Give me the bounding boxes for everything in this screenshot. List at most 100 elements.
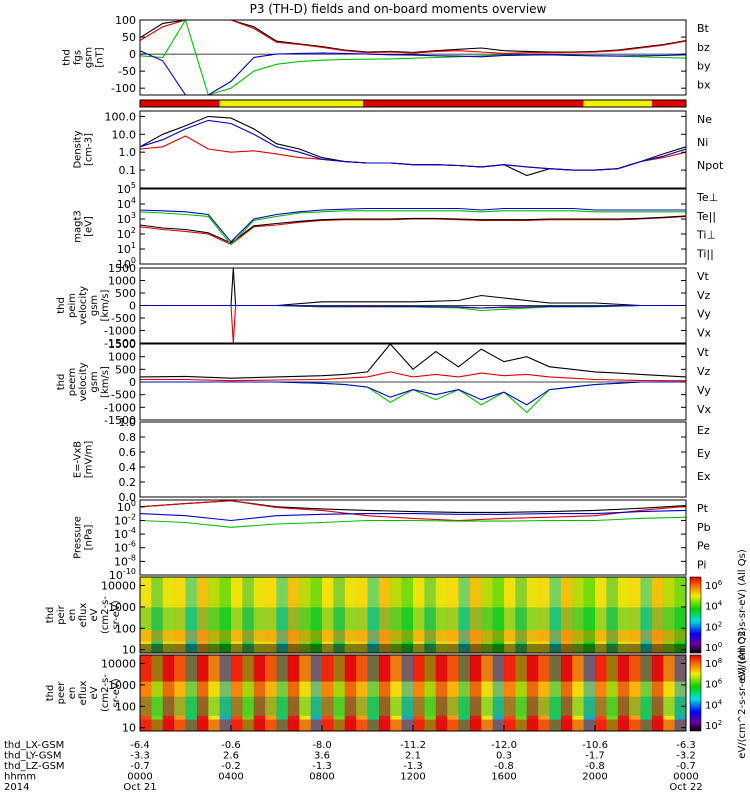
spectrogram-cell: [617, 577, 630, 653]
y-axis-label: (cm2-s-: [100, 674, 111, 712]
legend-entry: Pt: [697, 502, 709, 515]
y-axis-label: thd: [56, 297, 67, 314]
x-tick-label: -1.7: [585, 751, 605, 762]
y-tick-label: 10: [122, 644, 136, 657]
colorbar-tick-label: 108: [705, 657, 722, 670]
y-tick-label: -50: [118, 65, 136, 78]
colorbar-label: eV/(cm^2-s-sr-eV) (All Qs): [737, 549, 748, 681]
colorbar-tick-label: 104: [705, 600, 723, 613]
spectrogram-cell: [299, 577, 312, 653]
y-tick-label: -500: [111, 389, 136, 402]
y-axis-label: thd: [56, 374, 67, 391]
y-tick-label: 102: [117, 226, 136, 241]
panel-frame: [139, 188, 687, 265]
y-tick-label: 0: [129, 376, 136, 389]
series-vy-line: [140, 381, 686, 414]
spectrogram-cell: [401, 655, 414, 731]
spectrogram-cell: [515, 577, 528, 653]
spectrogram-cell: [651, 655, 664, 731]
spectrogram-cell: [538, 655, 550, 731]
series-te-line: [139, 215, 687, 244]
x-tick-label: -6.3: [676, 740, 696, 751]
y-axis-label: thd: [45, 607, 56, 624]
y-tick-label: 1.0: [119, 146, 137, 159]
y-tick-label: -1000: [104, 401, 136, 414]
legend-entry: Ex: [697, 470, 711, 483]
legend-entry: Vz: [697, 289, 711, 302]
y-tick-label: 10000: [101, 658, 136, 671]
spectrogram-cell: [526, 577, 539, 653]
x-row-label: thd_LZ-GSM: [4, 761, 65, 772]
region-segment: [219, 100, 363, 107]
spectrogram-cell: [504, 655, 516, 731]
y-axis-label: [mV/m]: [84, 441, 95, 479]
spectrogram-cell: [435, 577, 448, 653]
legend-entry: Bt: [697, 22, 710, 35]
spectrogram-cell: [344, 577, 357, 653]
y-axis-label: gsm: [84, 47, 95, 68]
spectrogram-cell: [651, 577, 664, 653]
x-tick-label: -0.6: [221, 740, 241, 751]
colorbar: [689, 576, 702, 654]
spectrogram-cell: [208, 577, 221, 653]
y-axis-label: en: [67, 687, 78, 700]
x-tick-label: -10.6: [582, 740, 608, 751]
spectrogram-cell: [640, 577, 653, 653]
x-tick-label: 2000: [582, 772, 607, 783]
y-axis-label: peem: [67, 368, 78, 396]
y-axis-label: Density: [73, 130, 84, 168]
spectrogram-cell: [333, 655, 346, 731]
x-tick-label: -3.3: [130, 751, 150, 762]
legend-entry: Vy: [697, 308, 711, 321]
spectrogram-cell: [538, 577, 550, 653]
colorbar-tick-label: 102: [705, 719, 722, 732]
y-tick-label: -100: [111, 82, 136, 95]
colorbar-tick-label: 102: [705, 620, 722, 633]
legend-entry: Vz: [697, 365, 711, 378]
colorbar-tick-exponent: 6: [718, 579, 723, 587]
spectrogram-cell: [174, 577, 186, 653]
y-axis-label: fgs: [73, 50, 84, 65]
spectrogram-cell: [174, 655, 186, 731]
x-tick-label: 2.6: [223, 751, 239, 762]
spectrogram-cell: [572, 655, 585, 731]
spectrogram-cell: [504, 577, 516, 653]
spectrogram-cell: [140, 577, 152, 653]
series-ti-line: [139, 207, 686, 243]
y-tick-label: 104: [117, 196, 136, 211]
spectrogram-cell: [310, 655, 323, 731]
y-tick-exponent: -4: [128, 526, 136, 535]
x-tick-label: 0400: [218, 772, 243, 783]
spectrogram-cell: [208, 655, 221, 731]
colorbar-tick-exponent: 4: [718, 698, 723, 706]
x-tick-label: -12.0: [491, 740, 517, 751]
panel-frame: [139, 19, 687, 96]
spectrogram-cell: [253, 577, 266, 653]
y-tick-label: -1000: [104, 325, 136, 338]
panel-fgs: 100 50 0 -50 -100 thd fgs gsm [nT] Bt bz by bx: [62, 14, 711, 96]
y-axis-label: [nT]: [95, 47, 106, 67]
spectrogram-cell: [663, 577, 676, 653]
x-tick-label: -1.3: [312, 761, 332, 772]
y-axis-label: eV: [89, 686, 100, 699]
region-segment: [140, 100, 220, 107]
spectrogram-cell: [265, 577, 277, 653]
spectrogram-cell: [595, 655, 607, 731]
x-tick-label: -0.7: [676, 761, 696, 772]
x-tick-label: 2.1: [405, 751, 421, 762]
x-tick-label: 0800: [309, 772, 334, 783]
panel-frame: [139, 110, 687, 189]
y-tick-label: 0: [129, 300, 136, 313]
spectrogram-cell: [481, 577, 494, 653]
colorbar-tick-exponent: 2: [718, 719, 722, 727]
x-tick-label: -0.7: [130, 761, 150, 772]
y-tick-exponent: 4: [131, 196, 136, 205]
y-tick-label: -1500: [104, 414, 136, 427]
y-axis-label: gsm: [89, 371, 100, 392]
y-tick-label: 10: [122, 722, 136, 735]
y-axis-label: peer: [56, 681, 67, 705]
spectrogram-cell: [413, 655, 425, 731]
